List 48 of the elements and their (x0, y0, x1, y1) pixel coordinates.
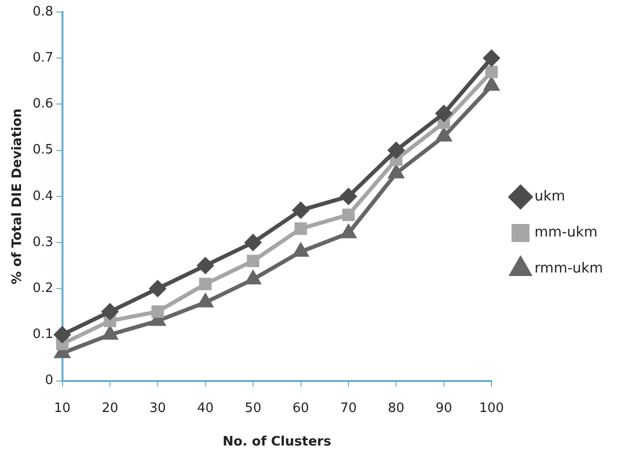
point (436, 105, 452, 122)
point (292, 202, 309, 218)
legend-label: rmm-ukm (534, 260, 604, 277)
x-tick-label: 100 (479, 400, 504, 416)
point (102, 326, 118, 340)
y-tick-label: 0.3 (32, 234, 54, 250)
point (484, 78, 499, 91)
point (294, 222, 307, 235)
point (54, 326, 70, 343)
point (484, 50, 500, 66)
point (341, 225, 356, 238)
x-tick-label: 30 (149, 400, 166, 416)
point (197, 258, 214, 274)
x-axis-title: No. of Clusters (222, 434, 332, 450)
point (294, 244, 308, 257)
point (151, 305, 164, 318)
y-tick-label: 0.6 (32, 96, 54, 112)
point (436, 128, 452, 142)
y-axis-title: % of Total DIE Deviation (10, 108, 26, 284)
point (245, 234, 262, 250)
x-tick-label: 80 (388, 400, 404, 416)
x-tick-label: 40 (197, 400, 214, 416)
point (246, 254, 260, 268)
y-tick-label: 0.4 (32, 188, 54, 204)
x-tick-label: 70 (340, 400, 357, 416)
point (340, 188, 356, 204)
y-tick-label: 0.2 (32, 280, 54, 296)
x-tick-label: 90 (436, 400, 452, 416)
point (198, 294, 213, 308)
y-tick-label: 0.1 (32, 327, 54, 342)
point (199, 278, 212, 290)
x-tick-label: 10 (54, 400, 71, 416)
x-tick-label: 60 (292, 400, 310, 416)
point (246, 271, 260, 284)
point (342, 208, 355, 222)
legend-label: ukm (534, 188, 566, 205)
x-tick-label: 20 (102, 400, 118, 416)
point (388, 142, 404, 158)
legend-label: mm-ukm (534, 224, 598, 241)
y-tick-label: 0.8 (32, 4, 54, 20)
y-tick-label: 0.5 (32, 142, 54, 158)
point (485, 66, 498, 78)
point (388, 165, 404, 178)
x-tick-label: 50 (244, 400, 262, 416)
y-tick-label: 0 (44, 373, 54, 388)
point (150, 280, 166, 297)
point (102, 304, 118, 320)
y-tick-label: 0.7 (32, 50, 54, 66)
